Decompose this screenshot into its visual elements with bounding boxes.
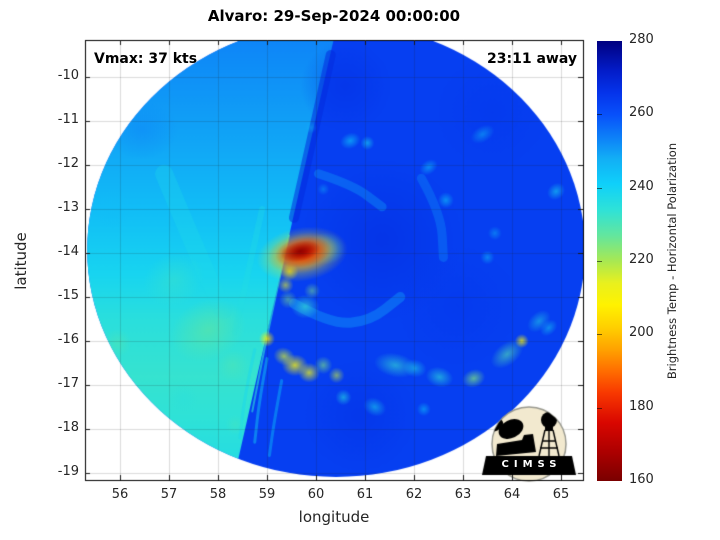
y-tick-label: -19 [57,464,79,479]
x-tick-label: 61 [356,487,374,502]
colorbar-tick-mark [597,187,602,189]
y-tick-label: -12 [57,156,79,171]
y-axis-label: latitude [12,232,30,290]
y-tick-label: -18 [57,420,79,435]
colorbar-tick-label: 240 [629,178,654,194]
y-tick-label: -13 [57,200,79,215]
colorbar-tick-label: 200 [629,325,654,341]
y-tick-label: -16 [57,332,79,347]
y-tick-label: -10 [57,68,79,83]
colorbar-tick-label: 280 [629,32,654,47]
y-tick-label: -15 [57,288,79,303]
plot-title: Alvaro: 29-Sep-2024 00:00:00 [207,7,461,25]
x-tick-label: 60 [307,487,325,502]
colorbar-tick-label: 260 [629,105,654,121]
cimss-logo-text: CIMSS [501,459,562,470]
colorbar-gradient [597,41,622,481]
time-away-annotation: 23:11 away [487,51,577,67]
y-tick-label: -14 [57,244,79,259]
x-tick-label: 65 [552,487,570,502]
x-tick-label: 58 [209,487,227,502]
colorbar-label: Brightness Temp - Horizontal Polarizatio… [665,142,679,380]
x-tick-label: 63 [454,487,472,502]
colorbar-tick-label: 160 [629,472,654,487]
x-tick-label: 57 [160,487,178,502]
colorbar-tick-label: 180 [629,398,654,414]
colorbar-tick-mark [597,261,602,262]
x-tick-label: 56 [111,487,129,502]
colorbar-tick-label: 220 [629,252,654,267]
colorbar-tick-mark [597,334,602,336]
y-tick-label: -17 [57,376,79,391]
x-tick-label: 62 [405,487,423,502]
vmax-annotation: Vmax: 37 kts [94,51,198,67]
y-tick-label: -11 [57,112,79,127]
colorbar-tick-mark [597,114,602,116]
x-axis-label: longitude [298,508,370,526]
x-tick-label: 59 [258,487,276,502]
x-tick-label: 64 [503,487,521,502]
colorbar-tick-mark [597,407,602,409]
